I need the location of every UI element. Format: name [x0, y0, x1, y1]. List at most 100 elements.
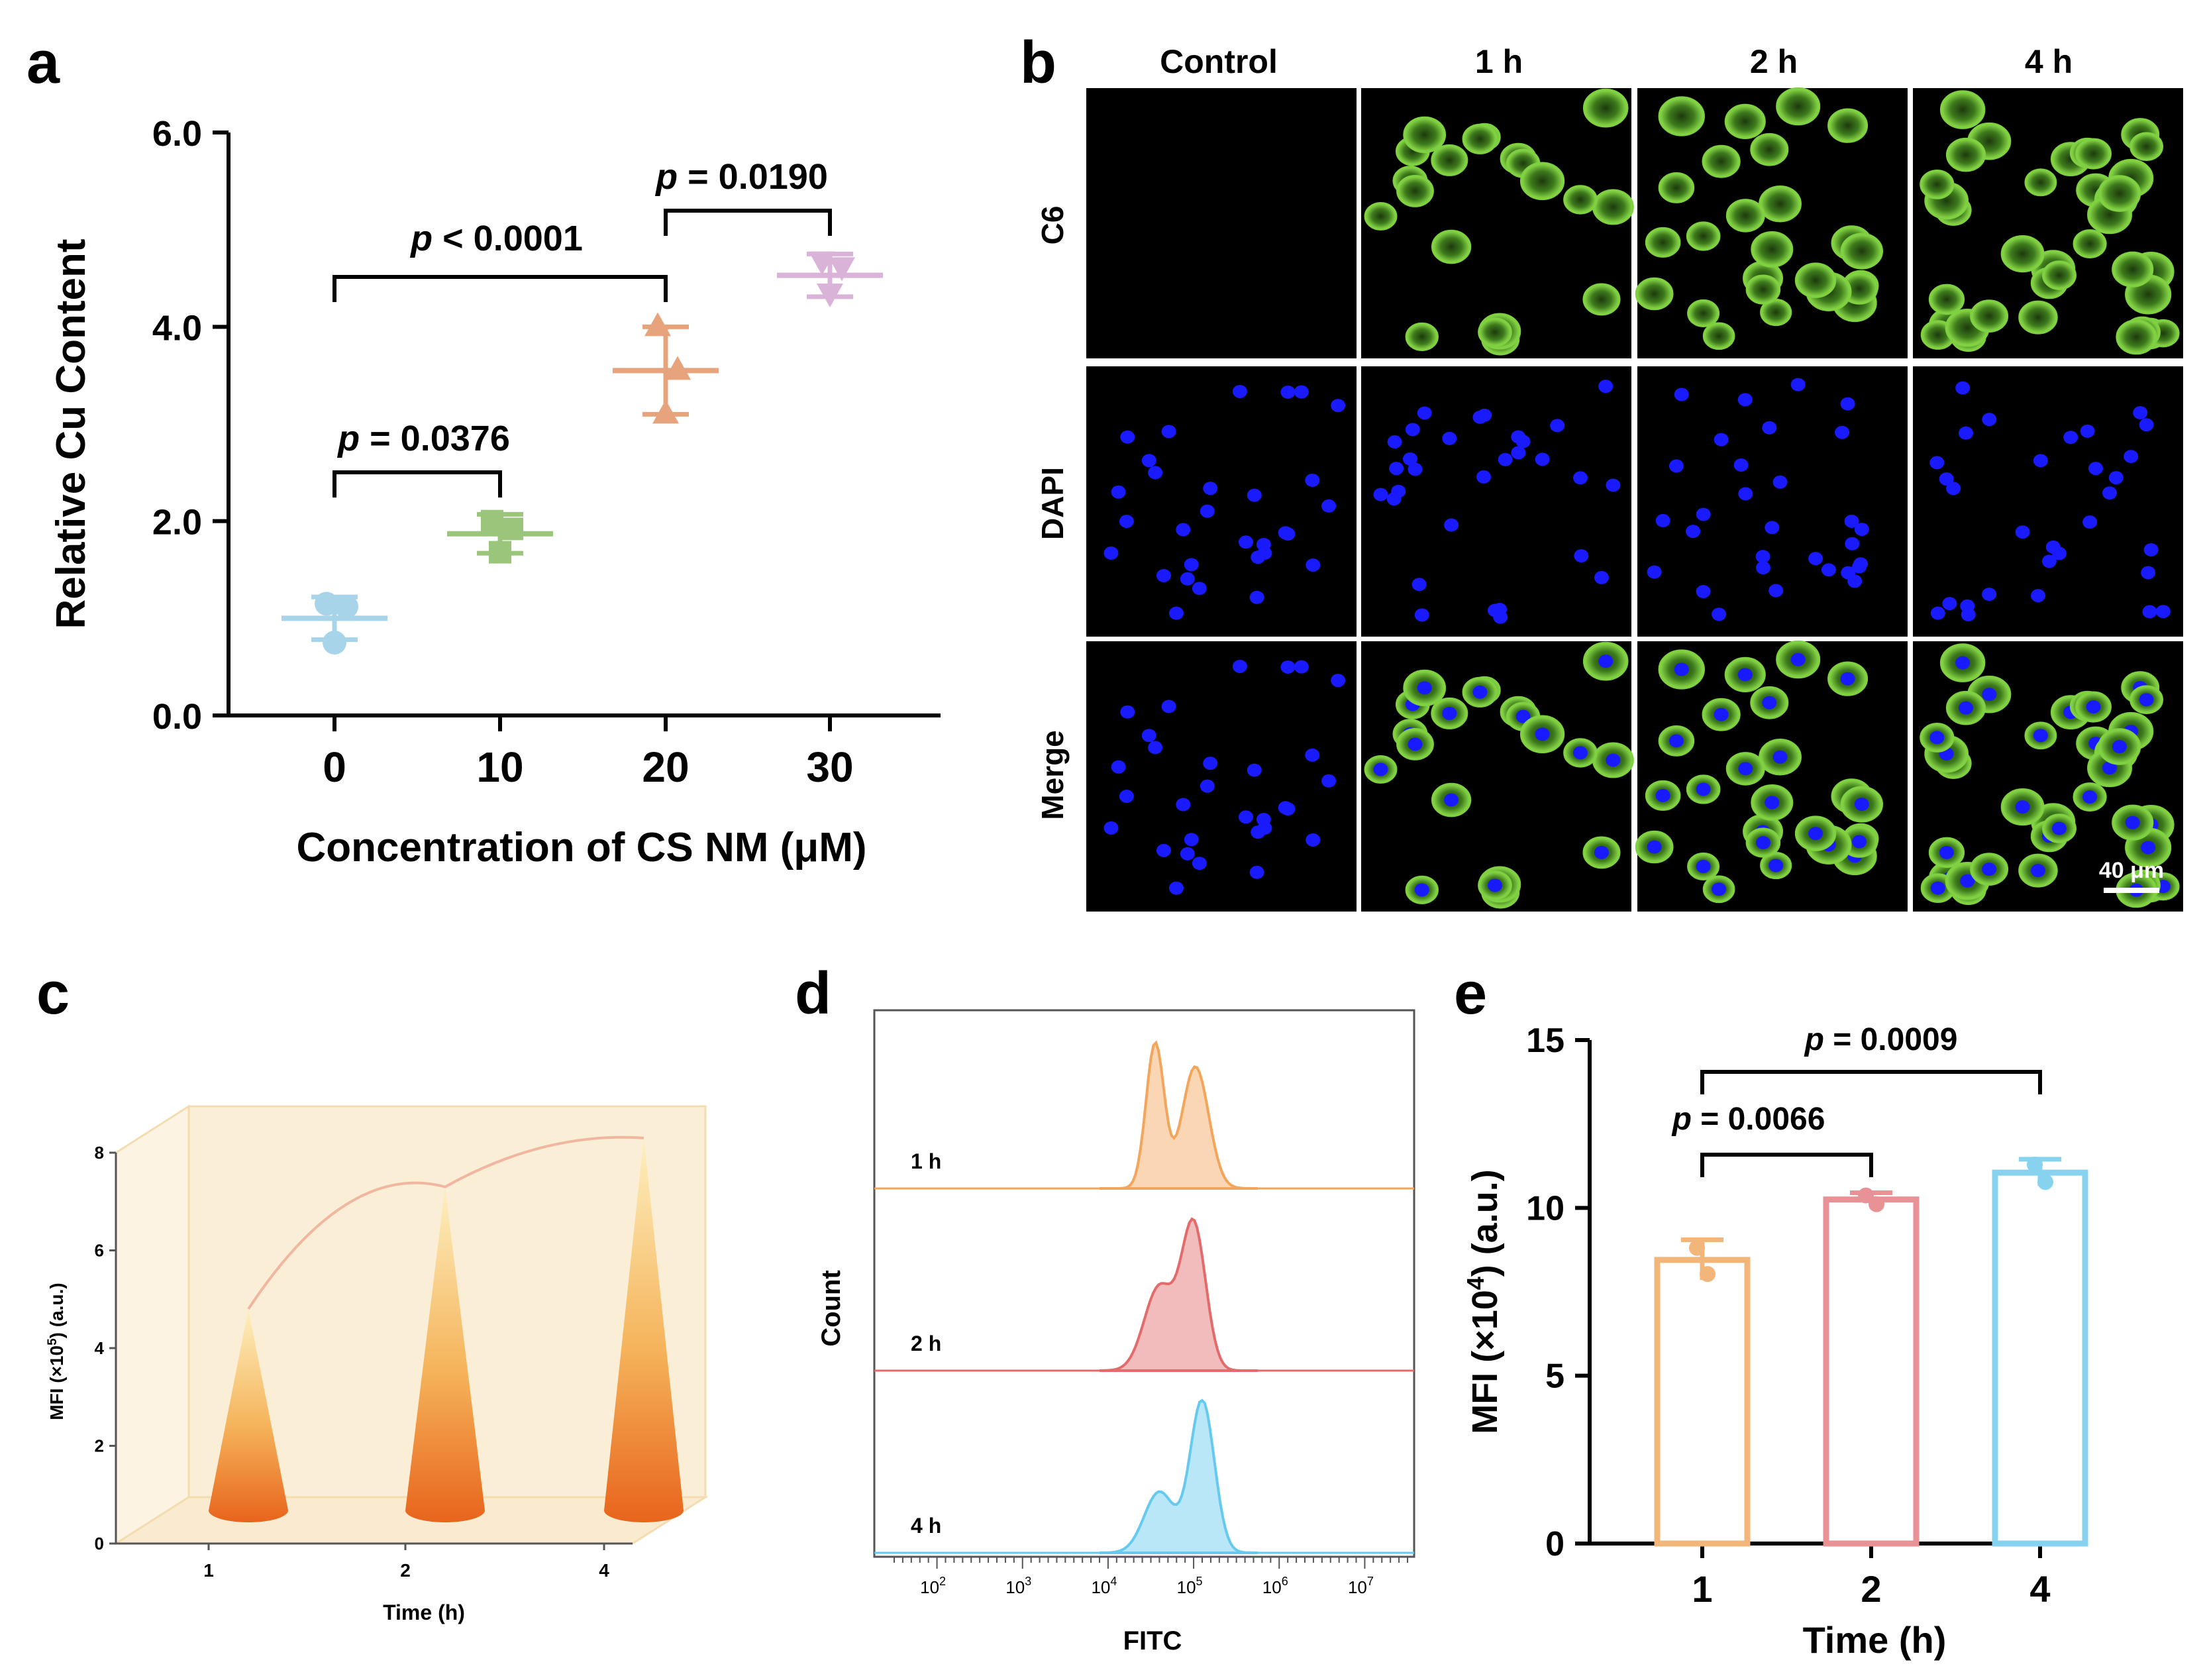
- cell-nucleus: [1835, 425, 1850, 439]
- cell-membrane: [1687, 299, 1720, 327]
- cell-nucleus: [2030, 589, 2045, 603]
- cell-nucleus: [1184, 833, 1199, 847]
- cell-membrane: [2116, 319, 2157, 355]
- cell-nucleus: [1955, 656, 1971, 670]
- micrograph-tile: [1637, 366, 1908, 637]
- significance-bracket: [1700, 1153, 1873, 1177]
- data-point: [809, 251, 835, 276]
- cell-nucleus: [1417, 406, 1432, 420]
- cell-nucleus: [1852, 835, 1867, 849]
- cell-nucleus: [1278, 801, 1293, 815]
- panel-label-d: d: [795, 961, 831, 1027]
- cell-nucleus: [1939, 845, 1954, 859]
- cell-nucleus: [1192, 857, 1207, 870]
- cell-nucleus: [1321, 499, 1337, 513]
- cell-nucleus: [1156, 568, 1171, 582]
- cell-nucleus: [1294, 660, 1309, 674]
- cell-nucleus: [1594, 570, 1609, 584]
- cell-membrane: [1702, 144, 1741, 178]
- cell-nucleus: [1256, 537, 1271, 551]
- cell-nucleus: [1249, 865, 1264, 879]
- y-tick-label: 4: [95, 1338, 105, 1358]
- cone-bar: [604, 1137, 684, 1522]
- cell-membrane: [1364, 202, 1398, 231]
- cell-nucleus: [2142, 605, 2157, 619]
- cell-nucleus: [1161, 425, 1176, 439]
- cell-nucleus: [1331, 399, 1346, 413]
- pvalue-a-1: p = 0.0376: [336, 419, 510, 458]
- cell-nucleus: [1772, 750, 1788, 764]
- cell-nucleus: [1647, 565, 1662, 579]
- cell-membrane: [1745, 274, 1781, 305]
- cell-nucleus: [1120, 705, 1135, 719]
- cell-nucleus: [1647, 840, 1662, 854]
- cell-nucleus: [1488, 604, 1503, 617]
- cell-nucleus: [1119, 790, 1134, 804]
- cell-nucleus: [1712, 882, 1727, 896]
- cell-nucleus: [1120, 430, 1135, 444]
- cell-nucleus: [1180, 572, 1195, 586]
- cell-nucleus: [1982, 588, 1997, 602]
- cell-nucleus: [1535, 452, 1550, 466]
- cell-nucleus: [1696, 859, 1711, 873]
- cell-nucleus: [1598, 655, 1614, 668]
- y-tick-label: 0.0: [152, 697, 202, 737]
- data-point: [501, 517, 523, 541]
- cell-nucleus: [1148, 741, 1163, 755]
- significance-bracket: [333, 275, 668, 302]
- histogram-area: [1099, 1217, 1258, 1372]
- panel-d-plot: 102 103 104 105 106 107 1 h 2 h 4 h: [873, 1009, 1415, 1597]
- y-tick-label: 8: [95, 1143, 104, 1163]
- cell-nucleus: [1238, 535, 1253, 549]
- pvalue-a-2: p < 0.0001: [409, 219, 583, 258]
- row-header-dapi: DAPI: [1035, 467, 1070, 540]
- cell-nucleus: [1598, 380, 1614, 394]
- cell-nucleus: [1203, 757, 1218, 770]
- cell-nucleus: [1572, 746, 1588, 760]
- x-tick-label: 2: [1861, 1568, 1881, 1610]
- cell-nucleus: [2033, 454, 2048, 468]
- panel-label-e: e: [1454, 961, 1487, 1027]
- cell-membrane: [1750, 132, 1789, 166]
- series-label: 1 h: [911, 1149, 941, 1173]
- cell-membrane: [1945, 137, 1986, 172]
- panel-a-xlabel: Concentration of CS NM (μM): [296, 825, 866, 870]
- data-point: [664, 356, 691, 380]
- cell-membrane: [1462, 123, 1498, 154]
- cell-nucleus: [1960, 599, 1975, 613]
- cell-membrane: [1592, 189, 1634, 225]
- cell-nucleus: [1714, 433, 1729, 446]
- cell-nucleus: [1696, 584, 1711, 598]
- cell-membrane: [1405, 322, 1439, 351]
- micrograph-tile: [1086, 88, 1357, 358]
- x-tick-label: 105: [1177, 1575, 1203, 1597]
- cell-nucleus: [1498, 452, 1513, 466]
- cell-nucleus: [1955, 381, 1971, 395]
- panel-a-annotations: p = 0.0376 p < 0.0001 p = 0.0190: [336, 157, 828, 458]
- cell-membrane: [2018, 300, 2058, 335]
- cell-nucleus: [2082, 515, 2098, 529]
- panel-c: c MFI (×105) (a.u.) Time (h) 0 2 4 6 8 1 2 4: [36, 961, 709, 1624]
- cell-nucleus: [1180, 847, 1195, 861]
- cell-membrane: [1725, 199, 1765, 233]
- cell-nucleus: [1696, 782, 1711, 796]
- cell-nucleus: [1712, 607, 1727, 621]
- panel-a-marks: [282, 209, 883, 655]
- cell-membrane: [2024, 168, 2057, 197]
- cell-nucleus: [1103, 546, 1119, 560]
- data-point: [2027, 1156, 2043, 1173]
- cell-nucleus: [1511, 446, 1526, 460]
- cell-nucleus: [1606, 478, 1621, 492]
- cell-nucleus: [1256, 812, 1271, 826]
- cell-nucleus: [1755, 836, 1770, 850]
- micrograph-tile: [1913, 641, 2183, 912]
- cell-nucleus: [1176, 523, 1191, 537]
- cell-nucleus: [1232, 384, 1247, 398]
- x-tick-label: 106: [1262, 1575, 1288, 1597]
- histogram-area: [1099, 1398, 1258, 1554]
- cell-membrane: [1840, 233, 1883, 270]
- cell-nucleus: [1930, 881, 1945, 895]
- cell-nucleus: [1982, 863, 1997, 876]
- data-point: [315, 592, 338, 616]
